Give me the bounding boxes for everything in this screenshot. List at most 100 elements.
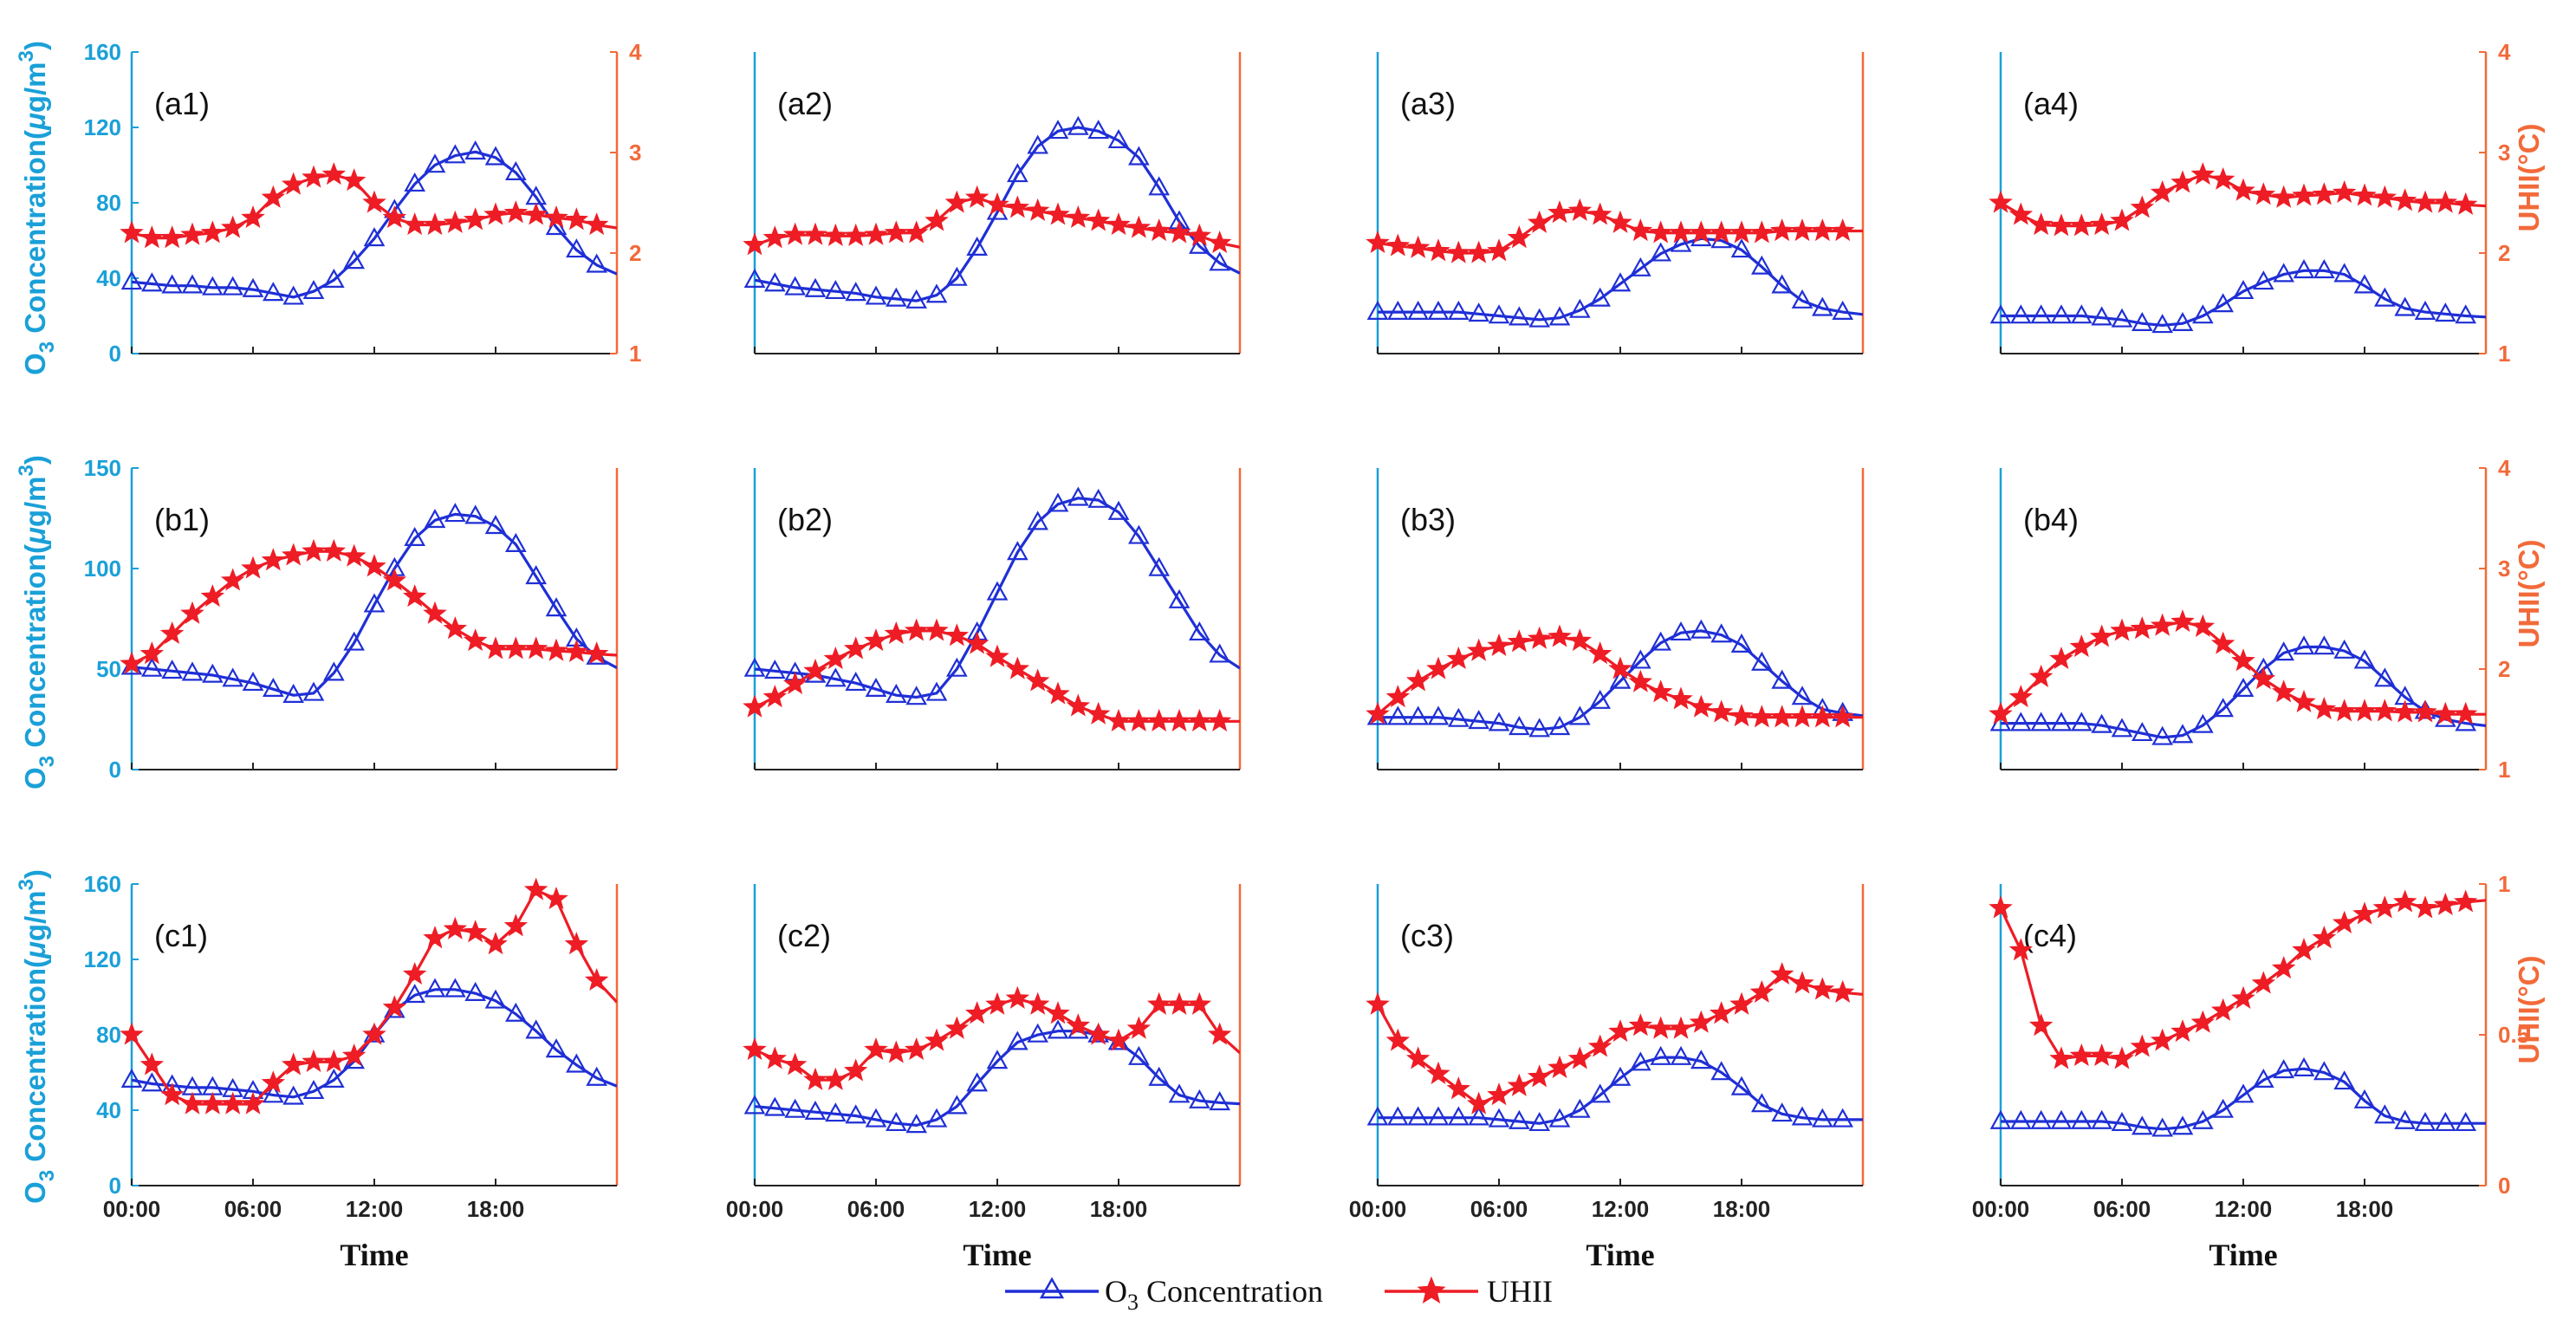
uhii-point xyxy=(2028,212,2054,236)
uhii-point xyxy=(564,639,589,662)
uhii-point xyxy=(1608,656,1632,679)
uhii-point xyxy=(1989,895,2013,919)
uhii-point xyxy=(1689,694,1714,718)
o3-point xyxy=(743,268,766,288)
o3-point xyxy=(1589,287,1611,307)
o3-point xyxy=(2313,259,2335,279)
o3-point xyxy=(1027,1023,1048,1043)
uhii-point xyxy=(1046,202,1070,225)
uhii-point xyxy=(925,618,949,641)
o3-point xyxy=(1488,1108,1510,1128)
o3-point xyxy=(2333,1070,2355,1090)
o3-point xyxy=(2030,712,2052,731)
uhii-point xyxy=(200,220,225,244)
o3-point xyxy=(1087,488,1109,508)
o3-point xyxy=(424,153,446,173)
uhii-point xyxy=(1126,215,1152,238)
left-tick-label: 0 xyxy=(109,1173,121,1199)
o3-point xyxy=(1509,1109,1530,1129)
uhii-point xyxy=(1025,668,1050,692)
uhii-point xyxy=(362,190,386,213)
uhii-point xyxy=(1146,991,1171,1015)
o3-series-line xyxy=(132,512,617,697)
o3-point xyxy=(2010,1109,2032,1129)
left-tick-label: 80 xyxy=(96,1022,121,1048)
x-axis-title-col2: Time xyxy=(963,1238,1031,1272)
uhii-point xyxy=(2069,1043,2094,1067)
uhii-point xyxy=(1648,220,1673,244)
panel-b3: (b3) xyxy=(1366,468,1865,770)
uhii-point xyxy=(2372,185,2398,208)
uhii-point xyxy=(1548,1055,1572,1078)
uhii-point xyxy=(2210,631,2235,654)
o3-point xyxy=(464,981,486,1001)
uhii-point xyxy=(1689,220,1714,244)
o3-point xyxy=(242,671,264,692)
o3-point xyxy=(1569,705,1591,725)
uhii-point xyxy=(2210,998,2235,1021)
uhii-point xyxy=(2372,699,2398,722)
o3-point xyxy=(1189,234,1210,254)
o3-point xyxy=(2132,311,2153,331)
uhii-point xyxy=(463,207,488,231)
uhii-point xyxy=(1989,190,2013,213)
uhii-point xyxy=(120,651,144,674)
left-tick-label: 120 xyxy=(84,114,121,140)
uhii-point xyxy=(1005,195,1030,218)
uhii-point xyxy=(1507,629,1532,653)
o3-point xyxy=(1609,1066,1632,1086)
o3-point xyxy=(363,593,386,613)
o3-point xyxy=(1087,120,1109,140)
o3-point xyxy=(2111,308,2133,328)
o3-point xyxy=(2091,306,2112,326)
uhii-point xyxy=(402,961,427,985)
uhii-point xyxy=(1548,624,1572,647)
o3-point xyxy=(1027,510,1048,530)
o3-point xyxy=(2132,721,2153,742)
x-axis-title-col3: Time xyxy=(1586,1238,1654,1272)
o3-point xyxy=(282,285,304,305)
uhii-point xyxy=(1066,693,1091,717)
uhii-point xyxy=(281,1052,306,1076)
uhii-point xyxy=(321,1049,347,1072)
o3-point xyxy=(1730,238,1753,258)
left-tick-label: 40 xyxy=(96,265,121,291)
row3-left-axis-title: O3 Concentration(μg/m3) xyxy=(15,869,59,1204)
uhii-point xyxy=(341,1043,367,1067)
uhii-point xyxy=(743,694,767,718)
uhii-point xyxy=(120,220,144,244)
o3-point xyxy=(302,681,325,701)
o3-point xyxy=(825,279,847,300)
right-tick-label: 1 xyxy=(2498,341,2510,367)
uhii-point xyxy=(864,1037,888,1061)
o3-point xyxy=(2333,639,2355,659)
uhii-point xyxy=(2352,183,2377,206)
uhii-point xyxy=(423,212,447,236)
o3-point xyxy=(1128,524,1150,544)
panel-c4: 0 0.5 1 00:00 06:00 12:00 18:00 (c4) xyxy=(1972,871,2529,1222)
uhii-point xyxy=(1669,220,1693,244)
o3-point xyxy=(2151,1117,2173,1137)
o3-series-line xyxy=(1378,1056,1863,1125)
o3-point xyxy=(986,1050,1009,1069)
uhii-point xyxy=(1527,1064,1552,1088)
uhii-point xyxy=(1527,626,1552,649)
o3-point xyxy=(282,683,304,703)
uhii-point xyxy=(2392,889,2417,913)
uhii-point xyxy=(544,886,568,910)
o3-point xyxy=(946,1095,968,1115)
o3-point xyxy=(1650,242,1671,262)
uhii-point xyxy=(1086,208,1111,231)
o3-point xyxy=(2455,304,2476,324)
o3-point xyxy=(1812,296,1833,316)
o3-point xyxy=(946,266,968,286)
o3-point xyxy=(1589,1083,1611,1103)
o3-point xyxy=(2293,259,2315,279)
o3-point xyxy=(2111,1111,2133,1132)
uhii-point xyxy=(2190,1010,2216,1033)
o3-point xyxy=(2232,1083,2255,1103)
right-tick-label: 3 xyxy=(2498,140,2510,166)
o3-point xyxy=(2353,649,2376,669)
o3-point xyxy=(2293,1056,2315,1076)
